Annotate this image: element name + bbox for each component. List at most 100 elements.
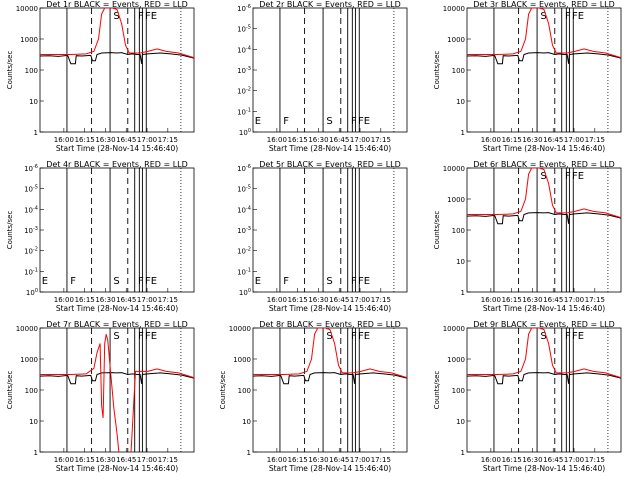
x-tick-label: 17:00	[350, 456, 370, 464]
y-axis-label: Counts/sec	[433, 371, 441, 410]
y-tick-label: 1000	[233, 356, 251, 364]
panel-title: Det 1r BLACK = Events, RED = LLD	[46, 0, 188, 9]
event-marker: E	[42, 276, 48, 287]
series-events-line	[467, 52, 621, 65]
y-tick-label: 1000	[20, 36, 38, 44]
y-tick-label: 10000	[443, 165, 465, 173]
event-marker: F	[565, 171, 571, 182]
panel-title: Det 7r BLACK = Events, RED = LLD	[46, 320, 188, 329]
x-axis-label: Start Time (28-Nov-14 15:46:40)	[56, 304, 178, 313]
x-tick-label: 16:00	[267, 296, 287, 304]
plot-frame	[39, 7, 195, 133]
series-events-line	[40, 52, 194, 65]
x-tick-label: 16:30	[308, 296, 328, 304]
x-tick-label: 16:00	[54, 136, 74, 144]
x-tick-label: 16:30	[308, 456, 328, 464]
panel-title: Det 4r BLACK = Events, RED = LLD	[46, 160, 188, 169]
x-tick-label: 17:15	[371, 296, 391, 304]
series-lld-line	[40, 8, 194, 59]
y-tick-label: 10	[456, 258, 465, 266]
event-marker: F	[283, 116, 289, 127]
y-tick-label: 100	[238, 387, 251, 395]
event-marker: F	[70, 276, 76, 287]
y-tick-label: 1	[461, 129, 465, 137]
plot-frame	[39, 167, 195, 293]
y-tick-label: 100	[25, 67, 38, 75]
x-axis-label: Start Time (28-Nov-14 15:46:40)	[269, 304, 391, 313]
x-tick-label: 16:45	[543, 296, 563, 304]
plot-frame	[252, 167, 408, 293]
y-axis-label: Counts/sec	[6, 211, 14, 250]
event-marker: S	[540, 11, 546, 22]
y-tick-label: 10-6	[24, 164, 38, 173]
x-tick-label: 16:30	[522, 456, 542, 464]
x-tick-label: 16:15	[75, 456, 95, 464]
y-axis-label: Counts/sec	[6, 371, 14, 410]
panel-8: Det 8r BLACK = Events, RED = LLD 1 10 100 10…	[219, 320, 408, 473]
x-tick-label: 16:00	[481, 136, 501, 144]
x-tick-label: 17:15	[371, 136, 391, 144]
x-tick-label: 16:15	[288, 456, 308, 464]
panel-2: Det 2r BLACK = Events, RED = LLD 100 10-1 1…	[237, 0, 408, 153]
event-marker: F	[138, 331, 144, 342]
x-tick-label: 16:45	[543, 456, 563, 464]
event-marker: S	[540, 171, 546, 182]
x-tick-label: 17:00	[350, 296, 370, 304]
panel-title: Det 8r BLACK = Events, RED = LLD	[259, 320, 401, 329]
y-tick-label: 10-3	[237, 226, 251, 235]
y-tick-label: 10-1	[237, 107, 251, 116]
panel-title: Det 3r BLACK = Events, RED = LLD	[473, 0, 615, 9]
plot-frame	[466, 7, 622, 133]
x-tick-label: 16:30	[95, 136, 115, 144]
event-marker: FE	[145, 11, 157, 22]
x-tick-label: 16:00	[481, 296, 501, 304]
y-tick-label: 100	[25, 387, 38, 395]
x-axis-label: Start Time (28-Nov-14 15:46:40)	[56, 144, 178, 153]
x-axis-label: Start Time (28-Nov-14 15:46:40)	[483, 464, 605, 473]
event-marker: S	[326, 116, 332, 127]
event-marker: S	[326, 276, 332, 287]
plot-frame	[466, 327, 622, 453]
y-tick-label: 1000	[447, 356, 465, 364]
event-marker: FE	[572, 11, 584, 22]
x-tick-label: 16:30	[308, 136, 328, 144]
y-tick-label: 100	[452, 67, 465, 75]
event-marker: F	[138, 276, 144, 287]
series-events-line	[467, 372, 621, 385]
panel-4: Det 4r BLACK = Events, RED = LLD 100 10-1 1…	[6, 160, 195, 313]
x-tick-label: 16:00	[267, 456, 287, 464]
x-tick-label: 17:00	[137, 136, 157, 144]
y-tick-label: 10	[242, 418, 251, 426]
panel-title: Det 6r BLACK = Events, RED = LLD	[473, 160, 615, 169]
x-tick-label: 16:15	[502, 136, 522, 144]
x-tick-label: 17:15	[371, 456, 391, 464]
y-axis-label: Counts/sec	[433, 211, 441, 250]
y-tick-label: 10-5	[237, 25, 251, 34]
event-marker: FE	[358, 116, 370, 127]
event-marker: FE	[572, 331, 584, 342]
panel-title: Det 5r BLACK = Events, RED = LLD	[259, 160, 401, 169]
y-tick-label: 10-4	[237, 205, 251, 214]
event-marker: F	[351, 116, 357, 127]
plot-frame	[252, 7, 408, 133]
y-tick-label: 10	[29, 418, 38, 426]
event-marker: S	[113, 11, 119, 22]
series-lld-line	[467, 8, 621, 59]
x-tick-label: 16:30	[95, 296, 115, 304]
y-tick-label: 1	[34, 129, 38, 137]
x-tick-label: 16:45	[543, 136, 563, 144]
y-tick-label: 10-3	[24, 226, 38, 235]
y-tick-label: 10-5	[237, 185, 251, 194]
y-tick-label: 10000	[229, 325, 251, 333]
x-tick-label: 16:30	[522, 296, 542, 304]
plot-frame	[466, 167, 622, 293]
event-marker: FE	[145, 276, 157, 287]
y-tick-label: 1000	[20, 356, 38, 364]
panel-title: Det 9r BLACK = Events, RED = LLD	[473, 320, 615, 329]
y-tick-label: 10-4	[237, 45, 251, 54]
x-tick-label: 17:15	[585, 456, 605, 464]
y-tick-label: 100	[452, 387, 465, 395]
y-tick-label: 10-1	[237, 267, 251, 276]
y-tick-label: 1000	[447, 196, 465, 204]
y-tick-label: 100	[26, 288, 38, 297]
